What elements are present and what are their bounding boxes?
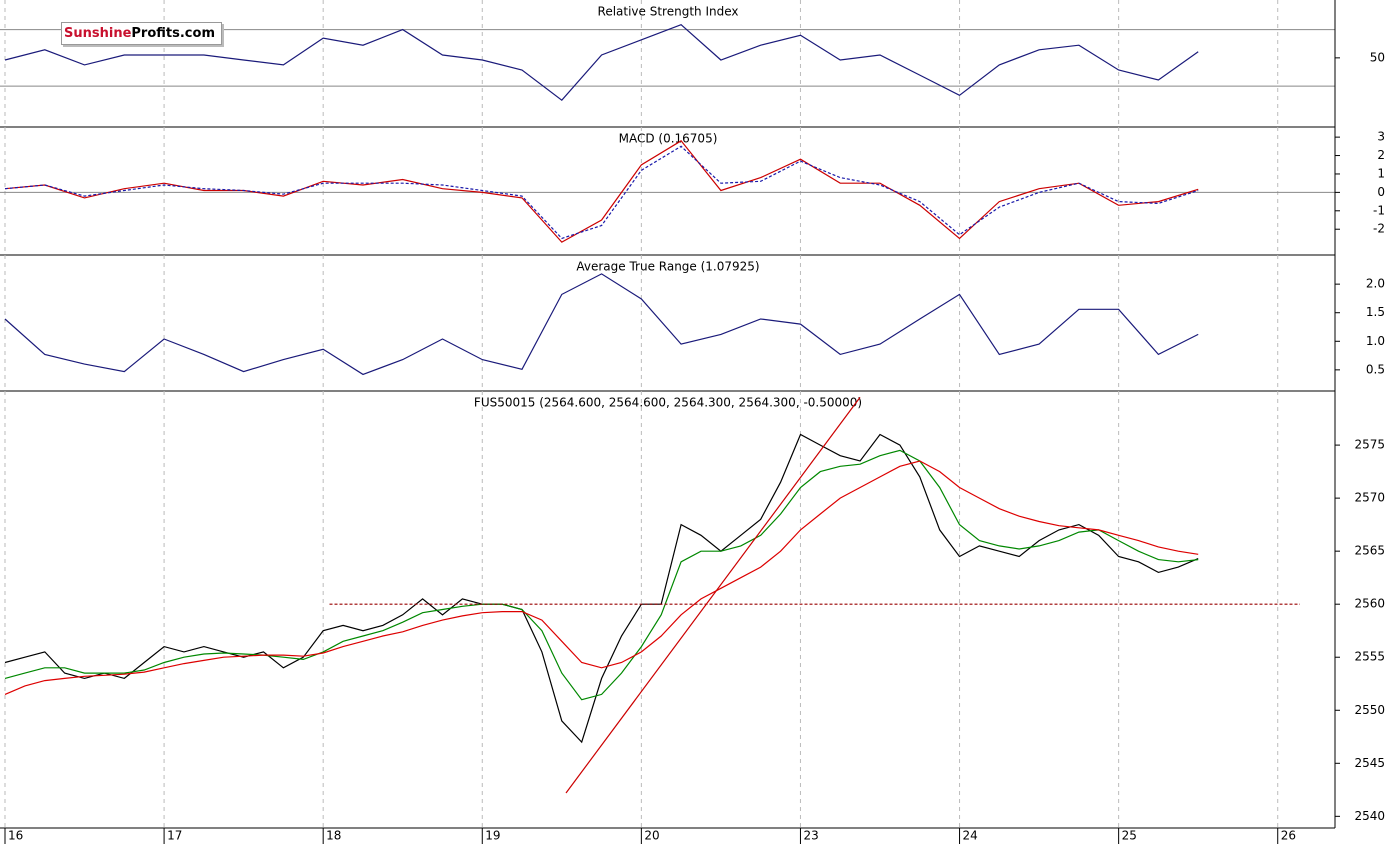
y-tick-label: 2575 [1354,438,1385,452]
panel-title: MACD (0.16705) [619,132,718,146]
series-line [4,140,1199,243]
x-tick-label: 16 [8,829,23,843]
series-line [4,24,1199,102]
x-tick-label: 23 [803,829,818,843]
x-tick-label: 25 [1122,829,1137,843]
y-tick-label: 1.5 [1366,305,1385,319]
logo-first: Sunshine [64,26,132,41]
y-tick-label: 2545 [1354,756,1385,770]
series-line [4,273,1199,376]
y-tick-label: -1 [1373,203,1385,217]
logo: SunshineProfits.com [61,22,222,45]
y-tick-label: 2565 [1354,544,1385,558]
y-tick-label: 1 [1377,166,1385,180]
y-tick-label: 0.5 [1366,362,1385,376]
y-tick-label: 2.0 [1366,277,1385,291]
x-tick-label: 26 [1281,829,1296,843]
series-line [4,460,1199,695]
y-tick-label: 0 [1377,185,1385,199]
y-tick-label: 2550 [1354,703,1385,717]
series-line [4,145,1199,240]
x-tick-label: 19 [485,829,500,843]
x-tick-label: 17 [167,829,182,843]
x-tick-label: 18 [326,829,341,843]
y-tick-label: 2540 [1354,809,1385,823]
y-tick-label: 3 [1377,130,1385,144]
y-tick-label: 2555 [1354,650,1385,664]
panel-title: FUS50015 (2564.600, 2564.600, 2564.300, … [474,396,862,410]
panel-title: Average True Range (1.07925) [576,260,759,274]
y-tick-label: 1.0 [1366,334,1385,348]
y-tick-label: -2 [1373,222,1385,236]
overlay-line [565,397,861,794]
y-tick-label: 2 [1377,148,1385,162]
y-tick-label: 2560 [1354,597,1385,611]
panel-title: Relative Strength Index [598,5,739,19]
series-line [4,433,1199,744]
series-line [4,449,1199,701]
x-tick-label: 20 [644,829,659,843]
x-tick-label: 24 [963,829,978,843]
y-tick-label: 50 [1370,50,1385,64]
y-tick-label: 2570 [1354,491,1385,505]
logo-second: Profits.com [131,26,215,41]
